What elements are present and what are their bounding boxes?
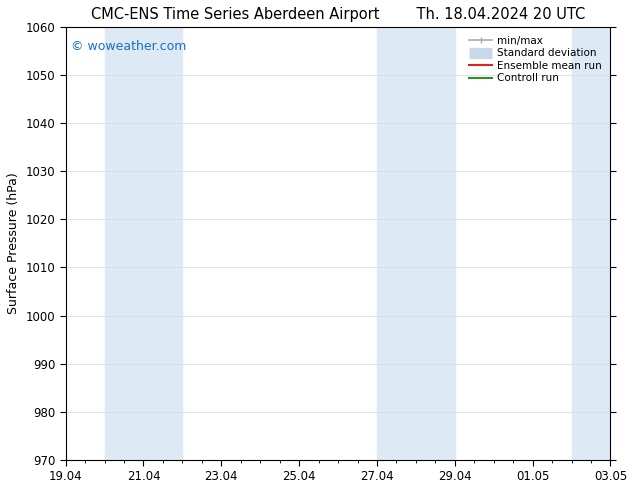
Y-axis label: Surface Pressure (hPa): Surface Pressure (hPa) — [7, 172, 20, 314]
Bar — [377, 27, 455, 460]
Bar — [105, 27, 183, 460]
Bar — [571, 27, 611, 460]
Text: © woweather.com: © woweather.com — [71, 40, 186, 53]
Legend: min/max, Standard deviation, Ensemble mean run, Controll run: min/max, Standard deviation, Ensemble me… — [466, 32, 605, 87]
Title: CMC-ENS Time Series Aberdeen Airport        Th. 18.04.2024 20 UTC: CMC-ENS Time Series Aberdeen Airport Th.… — [91, 7, 585, 22]
